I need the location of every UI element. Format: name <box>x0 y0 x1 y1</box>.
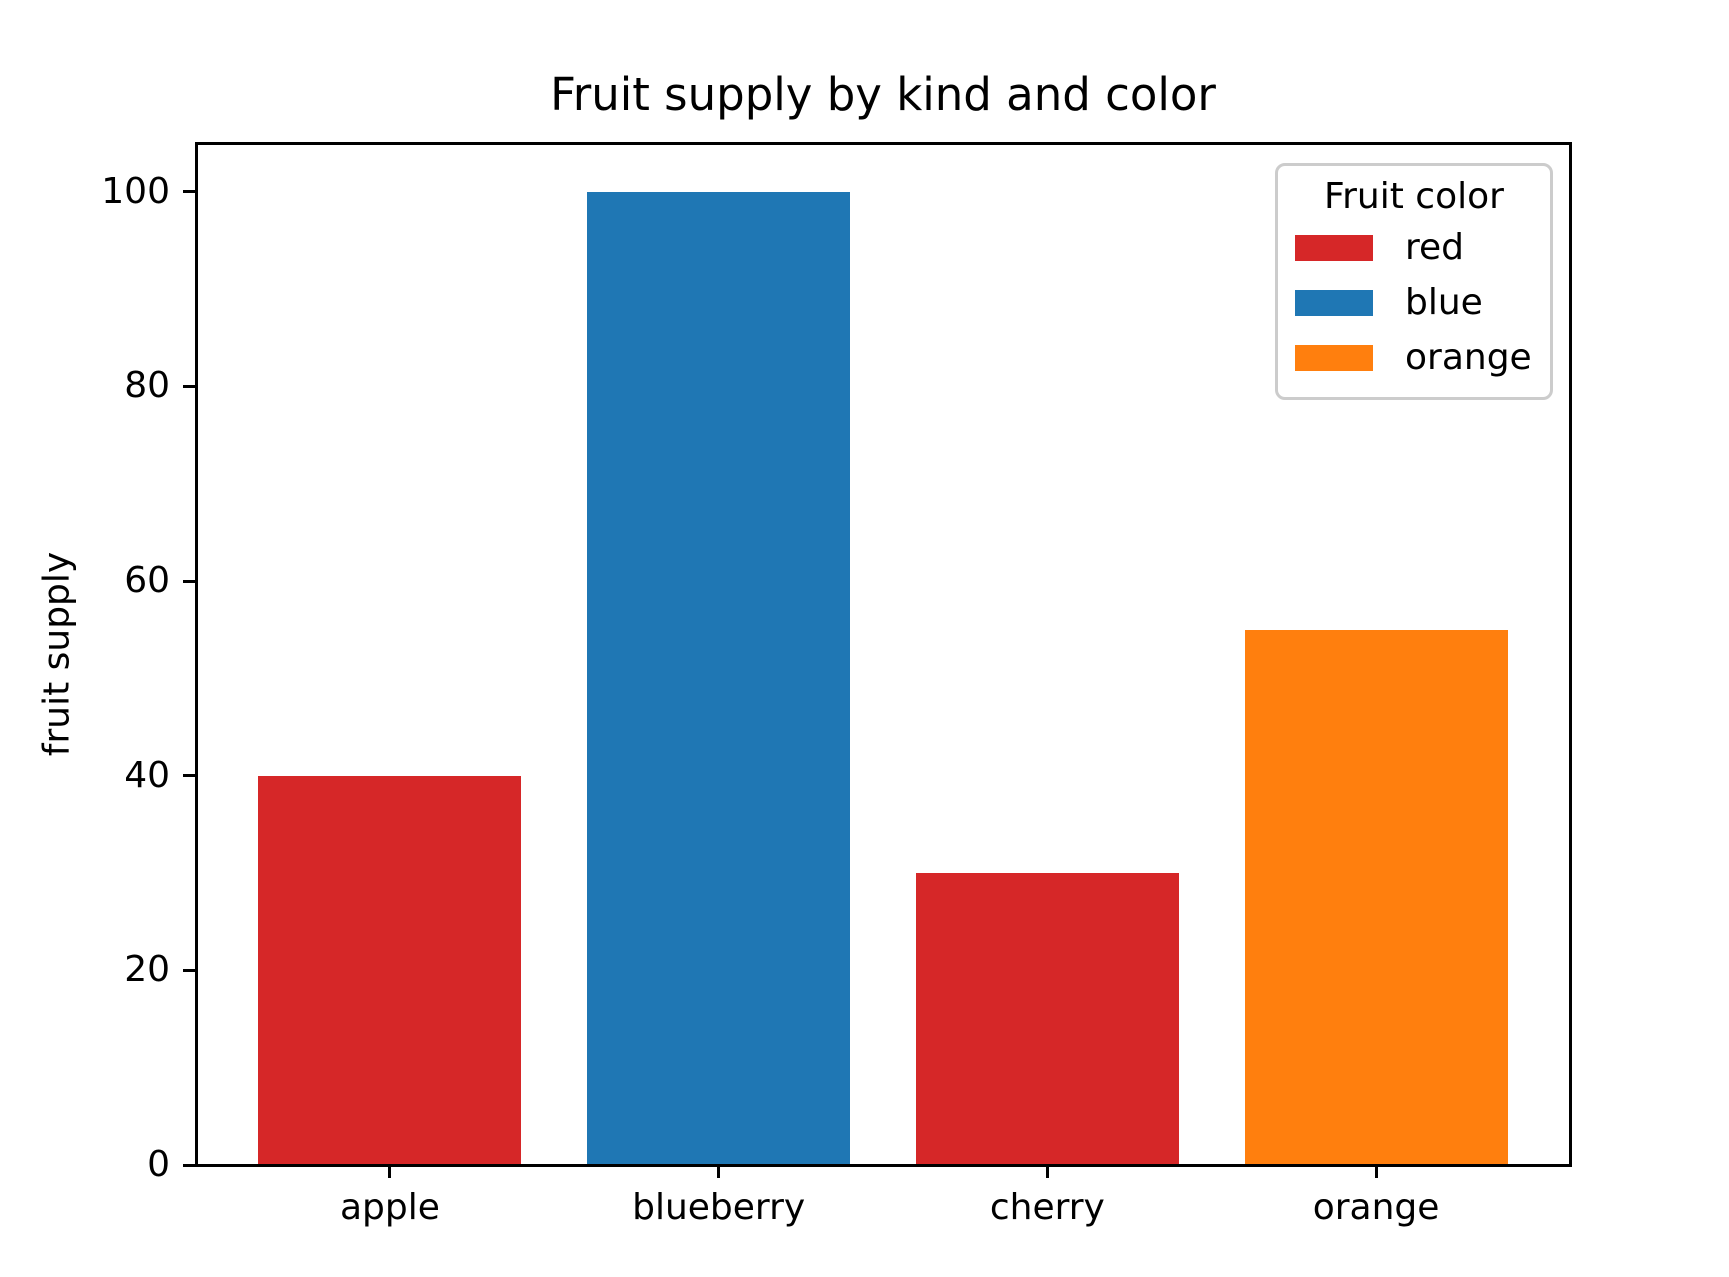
bar-apple <box>258 775 522 1165</box>
xtick-label-orange: orange <box>1312 1187 1440 1228</box>
legend-swatch-red <box>1295 234 1373 261</box>
legend-title: Fruit color <box>1324 176 1504 217</box>
ytick-mark-40 <box>183 774 196 778</box>
ytick-label-80: 80 <box>124 365 170 407</box>
bar-orange <box>1244 629 1508 1165</box>
ytick-label-0: 0 <box>147 1144 170 1185</box>
xtick-mark-cherry <box>1045 1165 1049 1178</box>
legend-entry-orange: orange <box>1278 330 1550 385</box>
xtick-label-cherry: cherry <box>989 1187 1105 1228</box>
xtick-mark-apple <box>388 1165 392 1178</box>
ytick-mark-0 <box>183 1163 196 1167</box>
xtick-mark-orange <box>1374 1165 1378 1178</box>
legend-swatch-blue <box>1295 289 1373 316</box>
legend-rows: red blue orange <box>1278 220 1550 385</box>
bar-cherry <box>915 873 1179 1165</box>
legend-label-blue: blue <box>1405 281 1483 323</box>
ytick-mark-80 <box>183 384 196 388</box>
chart-title: Fruit supply by kind and color <box>550 68 1216 121</box>
ytick-mark-20 <box>183 968 196 972</box>
legend-entry-red: red <box>1278 220 1550 275</box>
bar-blueberry <box>587 191 851 1165</box>
legend-label-orange: orange <box>1405 336 1532 378</box>
xtick-label-apple: apple <box>339 1187 440 1228</box>
legend: Fruit color red blue orange <box>1275 163 1553 400</box>
ytick-label-20: 20 <box>124 949 170 991</box>
xtick-label-blueberry: blueberry <box>632 1187 806 1228</box>
ytick-mark-60 <box>183 579 196 583</box>
xtick-mark-blueberry <box>717 1165 721 1178</box>
ytick-label-40: 40 <box>124 754 170 796</box>
ytick-label-100: 100 <box>101 170 170 212</box>
ytick-mark-100 <box>183 190 196 194</box>
legend-swatch-orange <box>1295 344 1373 371</box>
legend-entry-blue: blue <box>1278 275 1550 330</box>
ytick-label-60: 60 <box>124 560 170 601</box>
legend-label-red: red <box>1405 226 1465 268</box>
